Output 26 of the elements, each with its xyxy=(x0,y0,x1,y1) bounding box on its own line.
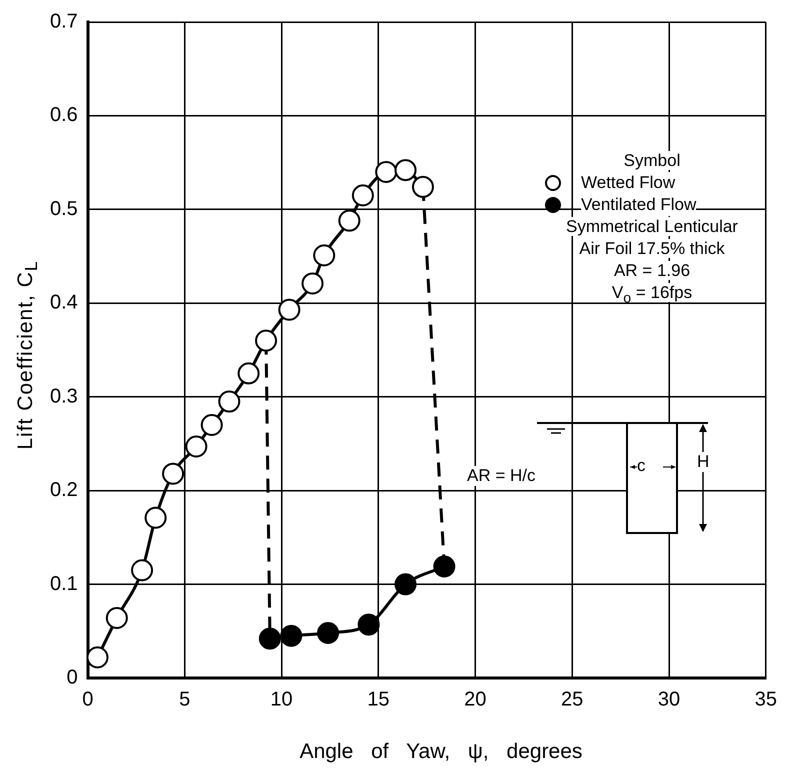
annotation: H xyxy=(697,452,710,472)
y-tick-label: 0.2 xyxy=(50,479,78,502)
x-tick-label: 25 xyxy=(561,688,584,711)
y-tick-label: 0.7 xyxy=(50,10,78,33)
x-tick-label: 20 xyxy=(464,688,486,711)
y-tick-label: 0 xyxy=(66,666,78,689)
y-tick-label: 0.5 xyxy=(50,198,78,220)
x-tick-label: 0 xyxy=(82,688,94,711)
legend-label: Wetted Flow xyxy=(581,172,676,194)
y-tick-label: 0.3 xyxy=(50,385,78,408)
x-tick-label: 35 xyxy=(754,688,777,711)
annotation: AR = H/c xyxy=(467,466,536,486)
annotation: V$_{o}$ = 16fps xyxy=(612,283,692,306)
annotation: AR = 1.96 xyxy=(614,261,690,280)
y-tick-label: 0.1 xyxy=(50,572,78,595)
legend-title: Symbol xyxy=(624,151,680,170)
x-tick-label: 10 xyxy=(270,688,293,711)
y-tick-label: 0.4 xyxy=(50,292,78,314)
x-tick-label: 5 xyxy=(179,688,190,711)
legend-label: Ventilated Flow xyxy=(581,194,696,216)
x-tick-label: 30 xyxy=(658,688,680,711)
x-tick-label: 15 xyxy=(367,688,390,711)
y-tick-label: 0.6 xyxy=(50,104,78,126)
annotation: Symmetrical Lenticular Air Foil 17.5% thick xyxy=(566,217,738,258)
x-axis-title: Angle of Yaw, ψ, degrees xyxy=(300,740,582,764)
annotation: c xyxy=(637,456,646,476)
